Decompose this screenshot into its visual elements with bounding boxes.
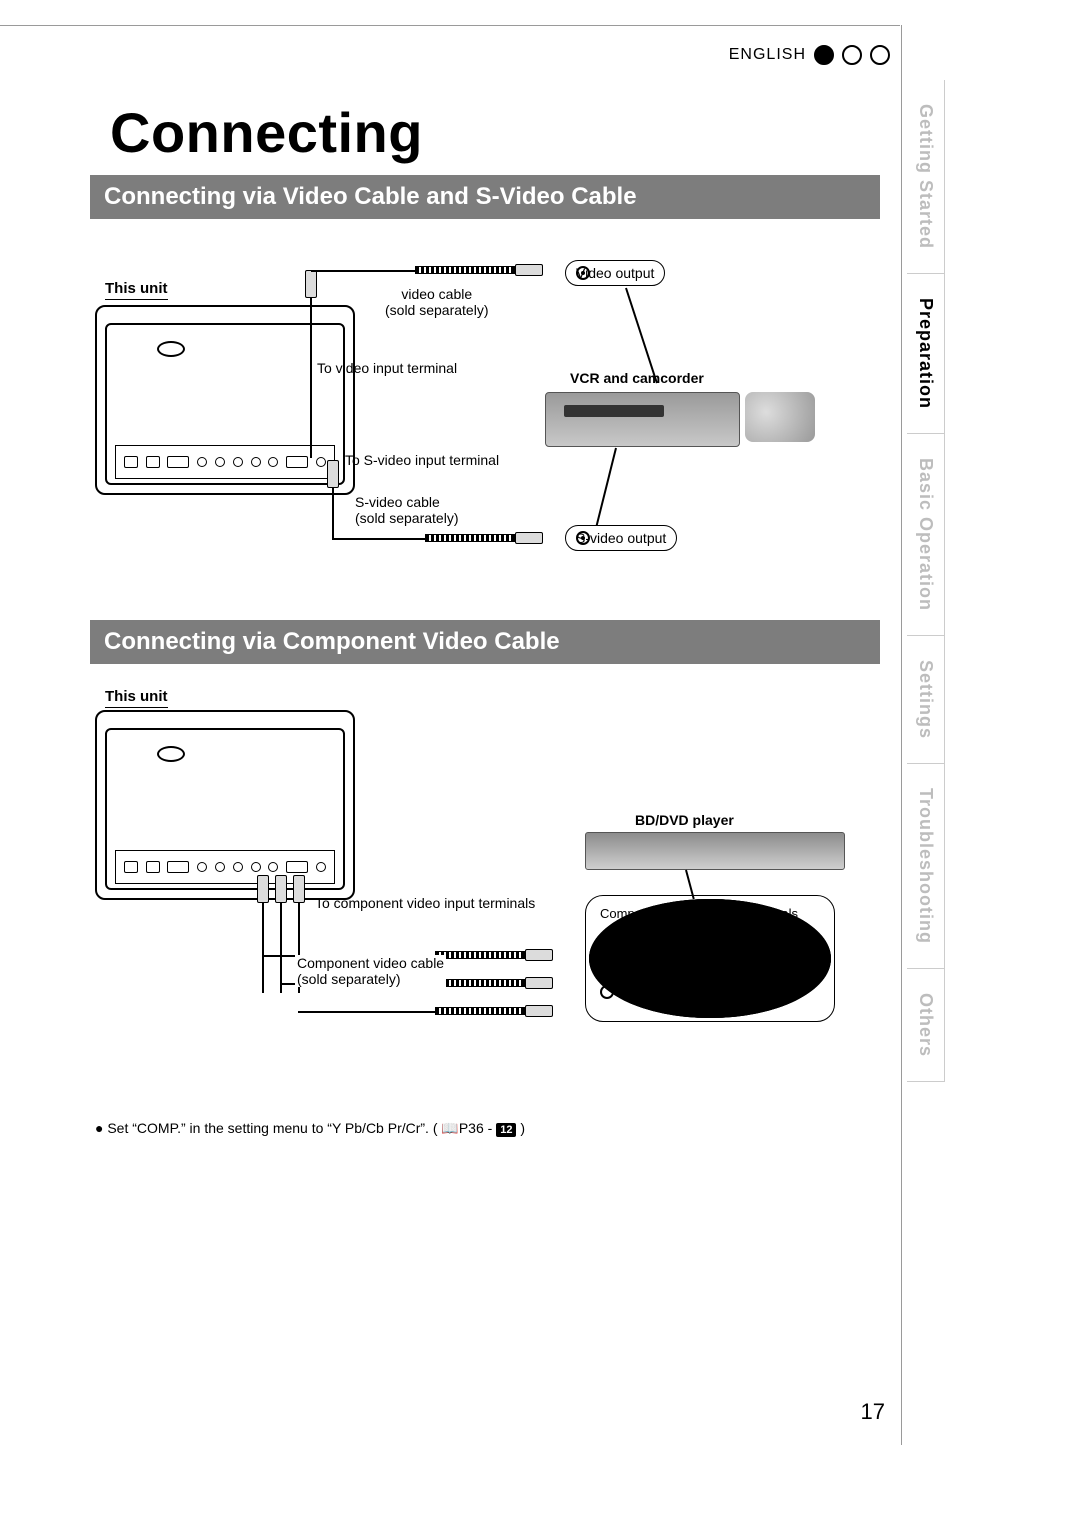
svideo-plug-left <box>327 460 339 488</box>
lang-dot-1 <box>814 45 834 65</box>
comp-plug-3 <box>293 875 305 903</box>
component-output-callout: Component video output terminals CR/PR (… <box>585 895 835 1022</box>
tab-settings: Settings <box>907 636 945 764</box>
tab-others: Others <box>907 969 945 1082</box>
video-output-callout: Video output <box>565 260 665 286</box>
tab-troubleshooting: Troubleshooting <box>907 764 945 969</box>
right-rule <box>901 25 902 1445</box>
vcr-camcorder-label: VCR and camcorder <box>570 370 704 386</box>
diagram-video-svideo: This unit video cable (sold separately) … <box>95 260 855 590</box>
page-title: Connecting <box>110 100 423 165</box>
top-rule <box>0 25 900 26</box>
svideo-output-pointer <box>596 448 617 526</box>
section-1-heading: Connecting via Video Cable and S-Video C… <box>90 175 880 219</box>
comp-right-plug-3 <box>525 1005 553 1017</box>
video-plug-right <box>515 264 543 276</box>
svideo-cable-segment <box>425 534 515 542</box>
tab-preparation: Preparation <box>907 274 945 434</box>
bddvd-graphic <box>585 832 845 870</box>
comp-right-plug-1 <box>525 949 553 961</box>
page-number: 17 <box>861 1399 885 1425</box>
svideo-plug-right <box>515 532 543 544</box>
book-icon: 📖 <box>441 1120 458 1136</box>
language-indicator: ENGLISH <box>729 45 890 65</box>
comp-plug-1 <box>257 875 269 903</box>
to-video-input-label: To video input terminal <box>317 360 457 376</box>
side-tabs: Getting Started Preparation Basic Operat… <box>907 80 945 1082</box>
lang-dot-3 <box>870 45 890 65</box>
svideo-cable-label: S-video cable (sold separately) <box>355 494 459 526</box>
comp-plug-2 <box>275 875 287 903</box>
to-component-input-label: To component video input terminals <box>315 895 535 911</box>
language-label: ENGLISH <box>729 46 806 64</box>
d1-this-unit-label: This unit <box>105 280 168 300</box>
tab-getting-started: Getting Started <box>907 80 945 274</box>
section-2-heading: Connecting via Component Video Cable <box>90 620 880 664</box>
video-cable-label: video cable (sold separately) <box>385 286 489 318</box>
video-drop-line <box>310 298 312 458</box>
component-cable-label: Component video cable (sold separately) <box>295 955 446 987</box>
projector-outline <box>95 305 355 495</box>
video-cable-segment <box>415 266 515 274</box>
video-plug-left <box>305 270 317 298</box>
to-svideo-input-label: To S-video input terminal <box>345 452 499 468</box>
d2-this-unit-label: This unit <box>105 688 168 708</box>
diagram-component: This unit To component video input termi… <box>95 680 855 1110</box>
projector-outline-2 <box>95 710 355 900</box>
tab-basic-operation: Basic Operation <box>907 434 945 636</box>
svideo-drop-line <box>332 488 334 538</box>
svideo-output-callout: S-video output <box>565 525 677 551</box>
note-comp-setting: ● Set “COMP.” in the setting menu to “Y … <box>95 1120 525 1137</box>
camcorder-graphic <box>745 392 815 442</box>
vcr-graphic <box>545 392 740 447</box>
bddvd-label: BD/DVD player <box>635 812 734 828</box>
lang-dot-2 <box>842 45 862 65</box>
comp-right-plug-2 <box>525 977 553 989</box>
